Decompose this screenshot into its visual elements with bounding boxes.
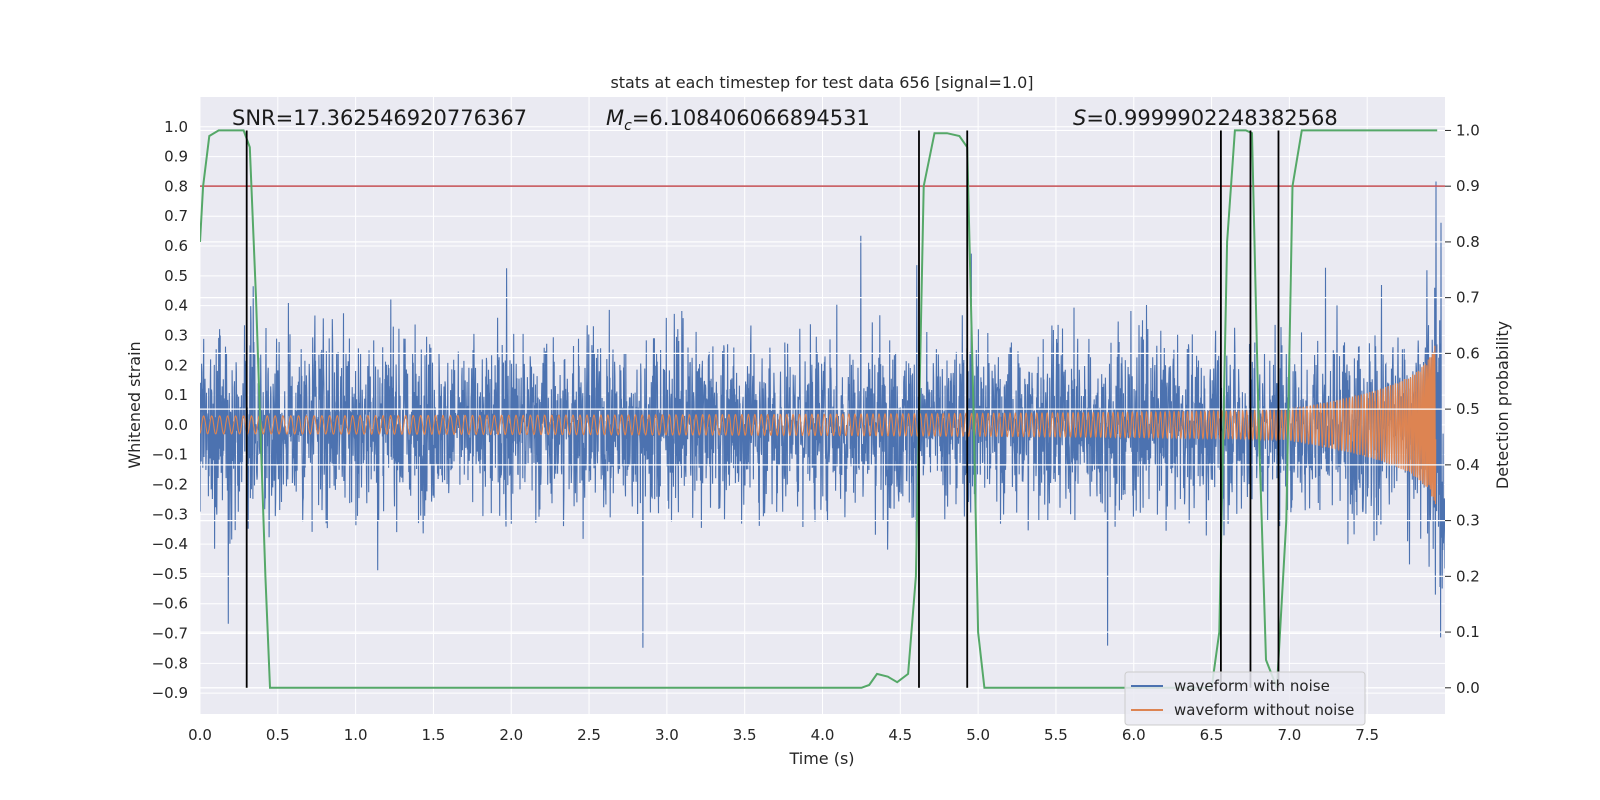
y-tick-label-right: 0.5 [1456,400,1480,418]
x-tick-label: 0.0 [188,726,212,744]
annotation-chirp-mass-subscript: c [624,118,632,134]
y-tick-label-right: 0.9 [1456,177,1480,195]
legend-box [1124,671,1366,726]
annotation-chirp-mass-value: =6.108406066894531 [632,106,870,130]
y-tick-label-left: 0.5 [164,267,188,285]
y-tick-label-right: 0.1 [1456,623,1480,641]
y-tick-label-left: −0.8 [152,654,188,672]
y-tick-label-right: 0.0 [1456,679,1480,697]
x-tick-label: 7.0 [1277,726,1301,744]
y-tick-label-left: 0.0 [164,416,188,434]
series-waveform-without-noise-line [200,345,1437,505]
y-tick-label-left: −0.5 [152,565,188,583]
y-tick-label-left: −0.6 [152,595,188,613]
chart-title: stats at each timestep for test data 656… [610,73,1033,92]
y-axis-left-label: Whitened strain [125,341,144,468]
x-axis-ticks: 0.0 0.5 1.0 1.5 2.0 2.5 3.0 3.5 4.0 4.5 5.0 5.5 6.0 6… [188,726,1379,744]
x-tick-label: 4.5 [888,726,912,744]
y-tick-label-right: 0.6 [1456,344,1480,362]
annotation-chirp-mass: Mc=6.108406066894531 [606,106,870,134]
annotation-score-symbol: S [1073,106,1086,130]
y-tick-label-right: 0.8 [1456,233,1480,251]
y-axis-right-ticks: 1.0 0.9 0.8 0.7 0.6 0.5 0.4 0.3 0.2 0.1 0.0 [1445,121,1480,697]
detection-markers [245,130,1280,688]
x-tick-label: 2.5 [577,726,601,744]
y-tick-label-left: 0.9 [164,148,188,166]
y-tick-label-left: 0.8 [164,177,188,195]
x-tick-label: 7.5 [1355,726,1379,744]
detection-probability-line [200,129,1438,689]
x-tick-label: 1.5 [422,726,446,744]
y-tick-label-right: 0.2 [1456,567,1480,585]
x-tick-label: 2.0 [499,726,523,744]
y-tick-label-left: 0.7 [164,207,188,225]
y-tick-label-left: 0.1 [164,386,188,404]
y-tick-label-left: 0.3 [164,326,188,344]
y-tick-label-right: 0.3 [1456,512,1480,530]
x-axis-label: Time (s) [788,749,854,768]
x-tick-label: 6.0 [1122,726,1146,744]
y-tick-label-left: −0.3 [152,505,188,523]
y-tick-label-left: 0.4 [164,297,188,315]
annotation-score-value: =0.9999902248382568 [1086,106,1337,130]
y-tick-label-left: 1.0 [164,118,188,136]
x-tick-label: 5.5 [1044,726,1068,744]
annotation-snr: SNR=17.362546920776367 [232,106,527,130]
y-tick-label-left: −0.2 [152,475,188,493]
y-tick-label-right: 1.0 [1456,121,1480,139]
annotation-score: S=0.9999902248382568 [1073,106,1338,130]
x-tick-label: 5.0 [966,726,990,744]
legend: waveform with noise waveform without noi… [1124,671,1366,726]
y-tick-label-left: −0.7 [152,625,188,643]
legend-label-waveform-without-noise: waveform without noise [1174,701,1354,719]
x-tick-label: 3.5 [733,726,757,744]
x-tick-label: 0.5 [266,726,290,744]
y-tick-label-right: 0.4 [1456,456,1480,474]
y-axis-right-label: Detection probability [1493,321,1512,489]
grid-overlay [200,129,1445,689]
y-tick-label-right: 0.7 [1456,289,1480,307]
x-tick-label: 3.0 [655,726,679,744]
y-tick-label-left: 0.6 [164,237,188,255]
x-tick-label: 6.5 [1200,726,1224,744]
x-tick-label: 1.0 [344,726,368,744]
y-axis-left-ticks: 1.0 0.9 0.8 0.7 0.6 0.5 0.4 0.3 0.2 0.1 0.0 −0.1 −0.… [152,118,188,702]
y-tick-label-left: −0.4 [152,535,188,553]
y-tick-label-left: −0.1 [152,446,188,464]
annotation-chirp-mass-symbol: M [606,106,624,130]
y-tick-label-left: −0.9 [152,684,188,702]
x-tick-label: 4.0 [811,726,835,744]
y-tick-label-left: 0.2 [164,356,188,374]
legend-label-waveform-with-noise: waveform with noise [1174,677,1330,695]
